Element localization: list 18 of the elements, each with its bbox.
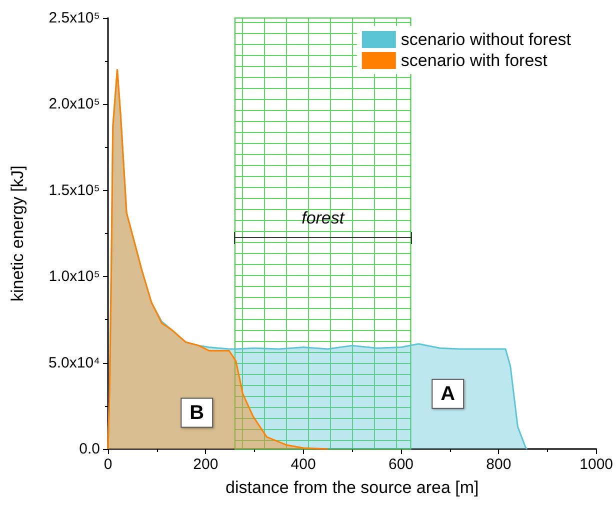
y-tick-label: 5.0x10⁴ — [48, 354, 100, 372]
y-tick-label: 1.5x10⁵ — [48, 182, 100, 199]
x-tick-label: 0 — [104, 456, 112, 473]
x-tick-label: 600 — [388, 456, 414, 473]
annotation: A — [440, 382, 456, 405]
y-axis-title: kinetic energy [kJ] — [8, 165, 27, 302]
x-axis-title: distance from the source area [m] — [226, 478, 479, 497]
y-tick-label: 1.0x10⁵ — [48, 268, 100, 286]
y-tick-label: 2.5x10⁵ — [48, 10, 100, 26]
legend-label: scenario with forest — [400, 51, 548, 70]
x-tick-label: 200 — [193, 456, 218, 473]
x-tick-label: 400 — [290, 456, 316, 473]
x-tick-label: 800 — [486, 456, 512, 473]
x-tick-label: 1000 — [580, 456, 614, 473]
y-tick-label: 0.0 — [79, 440, 100, 458]
y-tick-label: 2.0x10⁵ — [48, 96, 100, 113]
legend-label: scenario without forest — [400, 30, 572, 49]
annotation: B — [190, 402, 204, 424]
